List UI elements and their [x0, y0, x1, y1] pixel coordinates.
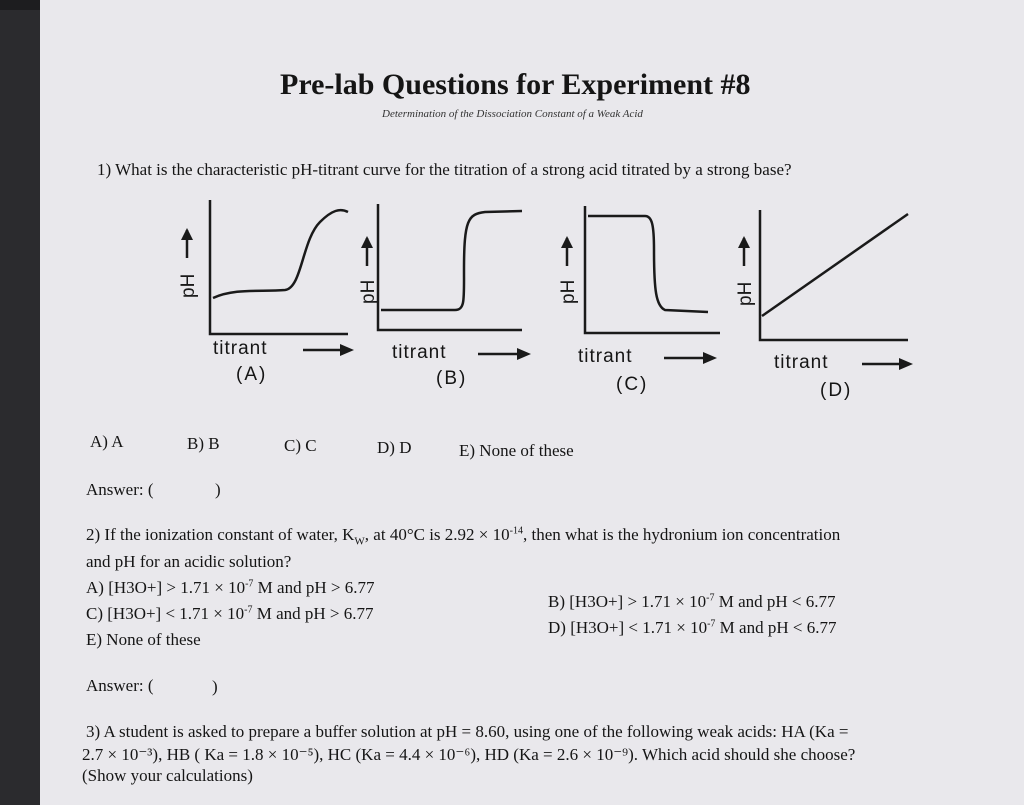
- q2-choice-a[interactable]: A) [H3O+] > 1.71 × 10-7 M and pH > 6.77: [86, 578, 375, 597]
- graph-a-y-label: pH: [178, 274, 199, 298]
- graph-a-curve: [212, 208, 349, 300]
- titration-curves: pH pH pH pH: [178, 200, 913, 370]
- q2-choice-c[interactable]: C) [H3O+] < 1.71 × 10-7 M and pH > 6.77: [86, 604, 374, 623]
- graph-b-caption: (B): [436, 368, 468, 389]
- graph-b: [376, 204, 523, 332]
- question-3-line-1: 3) A student is asked to prepare a buffe…: [86, 722, 849, 741]
- graph-d-x-label: titrant: [774, 352, 829, 373]
- graph-d-axes: [758, 210, 908, 342]
- graph-b-y-label: pH: [358, 280, 379, 304]
- q2-answer-label: Answer: (: [86, 676, 154, 695]
- question-1-text: 1) What is the characteristic pH-titrant…: [97, 160, 792, 179]
- graph-c-axes: [583, 206, 720, 335]
- page-title: Pre-lab Questions for Experiment #8: [280, 68, 751, 101]
- graph-a-x-label: titrant: [213, 338, 268, 359]
- graph-d: [758, 210, 909, 342]
- q2-answer-close: ): [212, 677, 218, 696]
- graph-d-caption: (D): [820, 380, 853, 401]
- q1-choice-a[interactable]: A) A: [90, 432, 124, 451]
- graph-a-caption: (A): [236, 364, 268, 385]
- graph-a: [208, 200, 349, 336]
- q1-choice-c[interactable]: C) C: [284, 436, 317, 455]
- worksheet-page: Pre-lab Questions for Experiment #8 Dete…: [40, 0, 1024, 805]
- graph-b-curve: [381, 209, 523, 312]
- graph-c: [583, 206, 720, 335]
- question-2-line-2: and pH for an acidic solution?: [86, 552, 292, 571]
- graph-c-curve: [588, 214, 709, 314]
- graph-c-y-label: pH: [558, 280, 579, 304]
- graph-b-axes: [376, 204, 522, 332]
- question-3-line-3: (Show your calculations): [82, 766, 253, 785]
- graph-d-line: [761, 212, 909, 318]
- graph-a-axes: [208, 200, 348, 336]
- q2-choice-b[interactable]: B) [H3O+] > 1.71 × 10-7 M and pH < 6.77: [548, 592, 836, 611]
- q1-choice-d[interactable]: D) D: [377, 438, 412, 457]
- q1-answer-close: ): [215, 480, 221, 499]
- q1-answer-label: Answer: (: [86, 480, 154, 499]
- question-2-line-1: 2) If the ionization constant of water, …: [86, 525, 841, 548]
- graph-c-x-label: titrant: [578, 346, 633, 367]
- graph-b-x-label: titrant: [392, 342, 447, 363]
- page-subtitle: Determination of the Dissociation Consta…: [382, 108, 643, 120]
- graph-c-caption: (C): [616, 374, 649, 395]
- q1-choice-e[interactable]: E) None of these: [459, 441, 574, 460]
- q2-choice-d[interactable]: D) [H3O+] < 1.71 × 10-7 M and pH < 6.77: [548, 618, 837, 637]
- graph-d-y-label: pH: [735, 282, 756, 306]
- question-3-line-2: 2.7 × 10⁻³), HB ( Ka = 1.8 × 10⁻⁵), HC (…: [82, 745, 856, 764]
- q1-choice-b[interactable]: B) B: [187, 434, 220, 453]
- q2-choice-e[interactable]: E) None of these: [86, 630, 201, 649]
